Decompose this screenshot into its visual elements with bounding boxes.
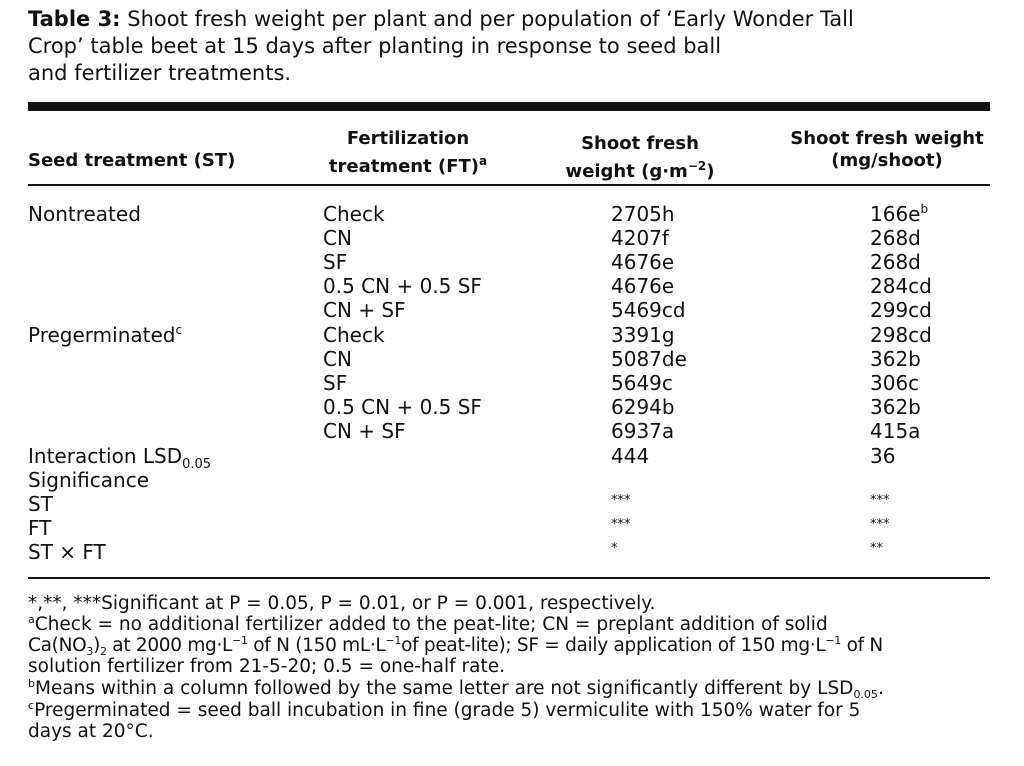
footnote-significance: *,**, ***Significant at P = 0.05, P = 0.… xyxy=(28,593,656,614)
significance-label: Significance xyxy=(28,468,150,492)
significance-row-label: ST xyxy=(28,492,53,516)
ft-cell: SF xyxy=(323,250,348,274)
ft-cell: Check xyxy=(323,323,385,347)
lsd-sfw: 444 xyxy=(611,444,650,468)
mg-cell: 268d xyxy=(870,250,921,274)
footnote-b: bMeans within a column followed by the s… xyxy=(28,677,884,701)
sfw-cell: 5469cd xyxy=(611,298,686,322)
header-shoot-fresh-weight-mg: Shoot fresh weight (mg/shoot) xyxy=(790,128,984,171)
significance-mg: *** xyxy=(870,517,890,532)
ft-cell: CN + SF xyxy=(323,419,406,443)
ft-cell: CN xyxy=(323,347,352,371)
footnote-a-line-2: Ca(NO3)2 at 2000 mg·L−1 of N (150 mL·L−1… xyxy=(28,634,883,658)
significance-sfw: * xyxy=(611,541,618,556)
footnote-a-line-3: solution fertilizer from 21-5-20; 0.5 = … xyxy=(28,656,505,677)
lsd-label: Interaction LSD0.05 xyxy=(28,444,212,472)
significance-mg: ** xyxy=(870,541,883,556)
sfw-cell: 4676e xyxy=(611,274,675,298)
sfw-cell: 4207f xyxy=(611,226,669,250)
mg-cell: 268d xyxy=(870,226,921,250)
significance-row-label: FT xyxy=(28,516,52,540)
mg-cell: 298cd xyxy=(870,323,932,347)
sfw-cell: 5649c xyxy=(611,371,673,395)
caption-label: Table 3: xyxy=(28,7,121,31)
sfw-cell: 2705h xyxy=(611,202,675,226)
significance-mg: *** xyxy=(870,493,890,508)
ft-cell: Check xyxy=(323,202,385,226)
footnote-c: cPregerminated = seed ball incubation in… xyxy=(28,699,861,721)
ft-cell: CN xyxy=(323,226,352,250)
mg-cell: 415a xyxy=(870,419,921,443)
sfw-cell: 6937a xyxy=(611,419,675,443)
top-rule xyxy=(28,102,990,111)
ft-cell: 0.5 CN + 0.5 SF xyxy=(323,395,482,419)
header-rule xyxy=(28,184,990,186)
ft-cell: CN + SF xyxy=(323,298,406,322)
caption-line-3: and fertilizer treatments. xyxy=(28,61,292,85)
table-caption: Table 3: Shoot fresh weight per plant an… xyxy=(28,6,988,87)
caption-line-1: Shoot fresh weight per plant and per pop… xyxy=(127,7,854,31)
lsd-mg: 36 xyxy=(870,444,896,468)
header-fertilization-treatment: Fertilization treatment (FT)a xyxy=(328,128,488,177)
significance-sfw: *** xyxy=(611,517,631,532)
mg-cell: 362b xyxy=(870,395,921,419)
bottom-rule xyxy=(28,577,990,579)
significance-sfw: *** xyxy=(611,493,631,508)
mg-cell: 299cd xyxy=(870,298,932,322)
caption-line-2: Crop’ table beet at 15 days after planti… xyxy=(28,34,722,58)
mg-cell: 306c xyxy=(870,371,920,395)
sfw-cell: 6294b xyxy=(611,395,675,419)
mg-cell: 284cd xyxy=(870,274,932,298)
significance-row-label: ST × FT xyxy=(28,540,106,564)
sfw-cell: 5087de xyxy=(611,347,687,371)
group-label-nontreated: Nontreated xyxy=(28,202,141,226)
sfw-cell: 3391g xyxy=(611,323,675,347)
header-shoot-fresh-weight-area: Shoot fresh weight (g·m−2) xyxy=(565,133,715,182)
ft-cell: SF xyxy=(323,371,348,395)
footnote-a: aCheck = no additional fertilizer added … xyxy=(28,613,828,635)
sfw-cell: 4676e xyxy=(611,250,675,274)
group-label-pregerminated: Pregerminatedc xyxy=(28,323,183,347)
ft-cell: 0.5 CN + 0.5 SF xyxy=(323,274,482,298)
mg-cell: 166eb xyxy=(870,202,929,226)
footnote-c-line-2: days at 20°C. xyxy=(28,721,154,742)
mg-cell: 362b xyxy=(870,347,921,371)
header-seed-treatment: Seed treatment (ST) xyxy=(28,150,236,171)
